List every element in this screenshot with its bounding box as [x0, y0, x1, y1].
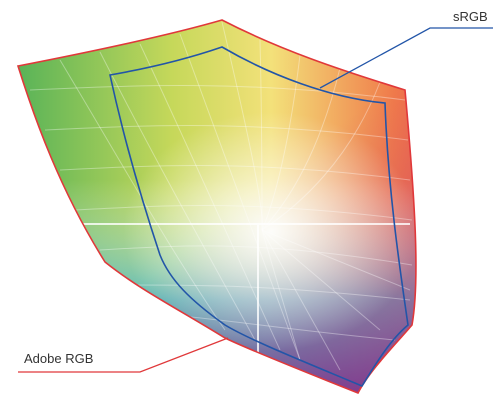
srgb-label: sRGB [453, 9, 488, 24]
gamut-grid [29, 21, 413, 371]
neutral-axis-lines [80, 223, 410, 360]
adobe-rgb-leader-line [18, 337, 229, 373]
adobe-rgb-callout: Adobe RGB [18, 337, 229, 373]
srgb-leader-line [319, 27, 493, 89]
srgb-callout: sRGB [319, 9, 493, 89]
adobe-rgb-outline [16, 19, 417, 395]
adobe-rgb-label: Adobe RGB [24, 351, 93, 366]
srgb-outline [109, 46, 409, 388]
